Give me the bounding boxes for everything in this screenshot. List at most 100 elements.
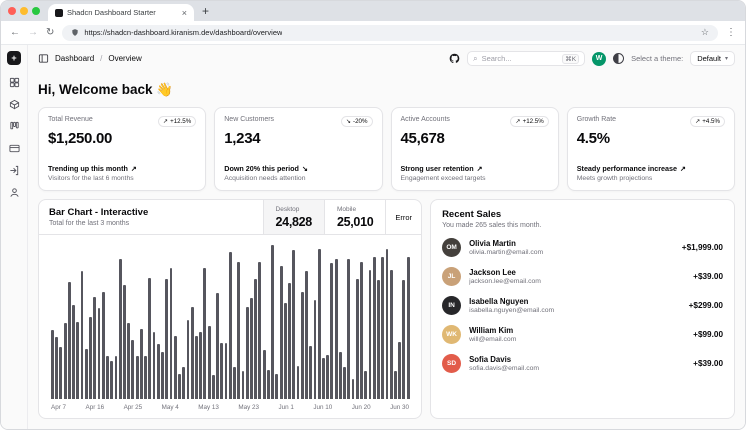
chart-bar [266, 370, 270, 399]
stat-card-top: Growth Rate ↗ +4.5% [577, 116, 725, 127]
sale-info: Olivia Martin olivia.martin@email.com [469, 239, 674, 256]
org-logo[interactable]: + [7, 51, 21, 65]
search-box[interactable]: ⌕ ⌘K [467, 51, 586, 66]
trend-arrow-icon: ↗ [162, 118, 169, 125]
stat-line1: Strong user retention ↗ [401, 164, 549, 173]
stat-label: Total Revenue [48, 116, 93, 123]
chart-bar [152, 331, 156, 399]
chart-bar [338, 352, 342, 399]
chart-bar [161, 351, 164, 399]
browser-menu-icon[interactable]: ⋮ [726, 26, 736, 38]
sidebar-item-billing[interactable] [6, 141, 22, 155]
chart-bar [72, 304, 76, 399]
sidebar-toggle-icon[interactable] [38, 53, 49, 64]
chart-bar [262, 350, 266, 399]
chart-bar [296, 365, 300, 399]
chart-bar [305, 271, 308, 399]
stat-line1-trend-icon: ↗ [680, 164, 687, 173]
sale-avatar: IN [442, 296, 462, 315]
reload-icon[interactable]: ↻ [46, 26, 55, 38]
sidebar-item-kanban[interactable] [6, 119, 22, 133]
chart-toggle-label: Desktop [275, 205, 300, 213]
sale-amount: +$1,999.00 [681, 243, 723, 252]
back-icon[interactable]: ← [10, 26, 20, 38]
chart-bar [250, 297, 253, 399]
sidebar-item-account[interactable] [6, 185, 22, 199]
user-avatar[interactable]: W [592, 51, 607, 66]
theme-toggle-icon[interactable] [613, 53, 625, 64]
chart-bar [381, 256, 385, 399]
chart-bar [220, 343, 224, 399]
page-title: Hi, Welcome back 👋 [38, 82, 174, 97]
chart-bar [190, 306, 194, 399]
bookmark-icon[interactable]: ☆ [700, 27, 709, 37]
app-root: + Dashboard [1, 45, 745, 429]
chart-series-toggle[interactable]: Mobile 25,010 [323, 200, 385, 234]
trend-arrow-icon: ↗ [515, 118, 521, 125]
chart-bar [97, 307, 101, 399]
new-tab-button[interactable]: + [202, 4, 210, 18]
sale-amount: +$39.00 [693, 359, 723, 368]
trend-arrow-icon: ↘ [345, 118, 352, 125]
stat-badge-text: +12.5% [170, 118, 192, 125]
sidebar-item-product[interactable] [6, 97, 22, 111]
sale-info: Jackson Lee jackson.lee@email.com [469, 268, 685, 285]
stat-value: 45,678 [400, 130, 445, 147]
theme-select-dropdown[interactable]: Default ▾ [690, 51, 735, 66]
login-icon [9, 165, 18, 175]
trend-arrow-icon: ↗ [695, 118, 701, 125]
stat-card-top: Active Accounts ↗ +12.5% [401, 116, 549, 127]
sale-avatar: WK [442, 325, 462, 344]
maximize-window-button[interactable] [32, 7, 40, 15]
forward-icon[interactable]: → [28, 26, 38, 38]
sidebar-item-dashboard[interactable] [6, 75, 22, 89]
chart-bar [389, 269, 393, 399]
sale-name: Jackson Lee [469, 268, 516, 277]
chart-bar [292, 250, 296, 399]
chart-bar [402, 280, 406, 399]
chart-bar [101, 291, 105, 399]
chart-bar [245, 306, 249, 399]
chart-bar [351, 378, 355, 399]
minimize-window-button[interactable] [20, 7, 28, 15]
sale-avatar: JL [442, 267, 462, 286]
sale-email: olivia.martin@email.com [469, 249, 544, 256]
chart-series-toggle[interactable]: Desktop 24,828 [262, 200, 324, 234]
trend-badge: ↗ +12.5% [157, 116, 197, 127]
stat-line2: Meets growth projections [576, 175, 653, 182]
page-content: Hi, Welcome back 👋 Total Revenue ↗ +12.5… [28, 72, 745, 429]
app-header: Dashboard / Overview ⌕ ⌘K W Select a the… [28, 45, 745, 72]
sidebar-item-login[interactable] [6, 163, 22, 177]
stat-badge-text: +12.5% [522, 118, 544, 125]
chart-bar [199, 332, 203, 399]
address-bar[interactable]: https://shadcn-dashboard.kiranism.dev/da… [62, 24, 718, 41]
search-shortcut-kbd: ⌘K [562, 53, 580, 64]
chart-bars[interactable] [51, 245, 410, 399]
breadcrumb-section[interactable]: Dashboard [55, 54, 95, 63]
github-icon[interactable] [449, 53, 460, 64]
stat-value: 1,234 [224, 130, 261, 147]
tab-close-icon[interactable]: × [181, 7, 187, 18]
search-input[interactable] [481, 54, 559, 63]
error-button[interactable]: Error [385, 200, 421, 234]
sale-row: SD Sofia Davis sofia.davis@email.com +$3… [442, 354, 723, 373]
stat-line1: Trending up this month ↗ [48, 164, 196, 173]
browser-tab[interactable]: Shadcn Dashboard Starter × [48, 4, 194, 21]
close-window-button[interactable] [8, 7, 16, 15]
x-tick-label: Apr 16 [85, 404, 105, 411]
chart-bar [135, 356, 139, 399]
window-controls [8, 7, 40, 15]
x-tick-label: Jun 10 [313, 404, 333, 411]
dashboard-icon [9, 77, 19, 87]
chart-bar [63, 323, 67, 399]
chart-bar [106, 356, 109, 399]
recent-sales-subtitle: You made 265 sales this month. [442, 222, 542, 229]
chevron-down-icon: ▾ [724, 56, 728, 62]
stat-card: New Customers ↘ -20% 1,234 Down 20% this… [214, 107, 383, 191]
sale-row: IN Isabella Nguyen isabella.nguyen@email… [442, 296, 723, 315]
chart-title: Bar Chart - Interactive [49, 207, 149, 218]
stat-badge-text: +4.5% [702, 118, 720, 125]
chart-bar [393, 371, 397, 399]
x-tick-label: Jun 30 [390, 404, 409, 411]
